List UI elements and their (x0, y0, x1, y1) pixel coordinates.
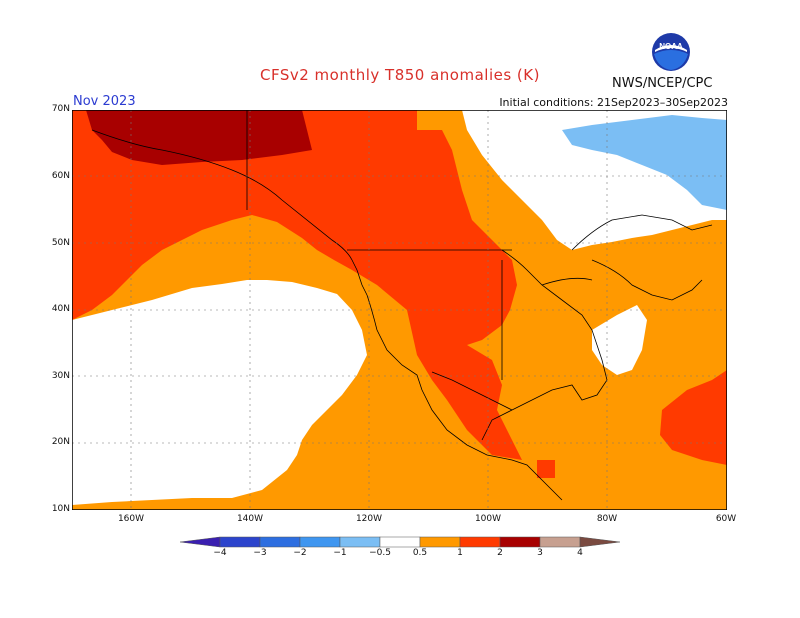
neutral-eastcoast (592, 305, 647, 375)
lat-label-40: 40N (51, 304, 70, 314)
colorbar-cell-7 (459, 536, 501, 548)
colorbar-label-4: −0.5 (369, 548, 391, 558)
colorbar-cell-8 (499, 536, 541, 548)
anomaly-band-2-3-cam (537, 460, 555, 478)
anomaly-band-2-3-mexico (407, 310, 522, 460)
colorbar-label-5: 0.5 (412, 548, 428, 558)
lon-label-120w: 120W (355, 514, 383, 524)
colorbar (179, 536, 621, 548)
colorbar-label-3: −1 (333, 548, 347, 558)
colorbar-label-1: −3 (253, 548, 267, 558)
colorbar-label-6: 1 (457, 548, 463, 558)
anomaly-map (72, 110, 727, 510)
lat-label-70: 70N (51, 104, 70, 114)
svg-text:NOAA: NOAA (659, 42, 683, 51)
lat-label-30: 30N (51, 371, 70, 381)
lon-label-160w: 160W (117, 514, 145, 524)
neutral-pacific (72, 280, 367, 505)
colorbar-label-7: 2 (497, 548, 503, 558)
agency-label: NWS/NCEP/CPC (612, 76, 713, 91)
lon-label-80w: 80W (596, 514, 618, 524)
noaa-logo: NOAA (652, 33, 690, 71)
colorbar-cell-9 (539, 536, 581, 548)
colorbar-label-0: −4 (213, 548, 227, 558)
colorbar-cell-3 (299, 536, 341, 548)
colorbar-label-9: 4 (577, 548, 583, 558)
map-title: CFSv2 monthly T850 anomalies (K) (260, 66, 540, 84)
colorbar-label-8: 3 (537, 548, 543, 558)
lon-label-140w: 140W (236, 514, 264, 524)
anomaly-band-2-3 (72, 110, 517, 345)
colorbar-cell-5 (379, 536, 421, 548)
graticule (72, 110, 727, 510)
lat-label-20: 20N (51, 437, 70, 447)
lon-label-100w: 100W (474, 514, 502, 524)
forecast-month: Nov 2023 (73, 94, 136, 109)
colorbar-cell-0 (179, 536, 221, 548)
lon-label-60w: 60W (715, 514, 737, 524)
lat-label-60: 60N (51, 171, 70, 181)
colorbar-label-2: −2 (293, 548, 307, 558)
coastlines (91, 110, 713, 501)
colorbar-cell-1 (219, 536, 261, 548)
cold-anomaly-north (562, 115, 727, 210)
anomaly-band-3-4 (86, 110, 312, 165)
anomaly-band-2-3-caribbean (660, 370, 727, 465)
initial-conditions: Initial conditions: 21Sep2023–30Sep2023 (499, 96, 728, 109)
colorbar-cell-10 (579, 536, 621, 548)
lat-label-50: 50N (51, 238, 70, 248)
colorbar-cell-4 (339, 536, 381, 548)
colorbar-cell-2 (259, 536, 301, 548)
colorbar-cell-6 (419, 536, 461, 548)
lat-label-10: 10N (51, 504, 70, 514)
